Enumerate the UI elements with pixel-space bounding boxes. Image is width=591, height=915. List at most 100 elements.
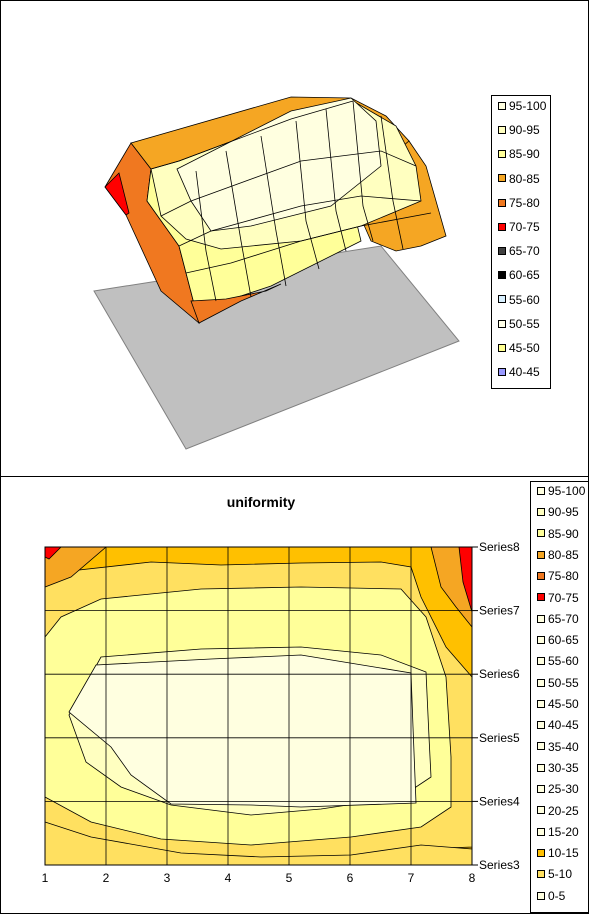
legend-swatch (498, 174, 506, 183)
y-tick-label: Series7 (479, 604, 520, 618)
legend-entry: 5-10 (537, 866, 572, 882)
legend-swatch (537, 486, 545, 495)
x-tick-label: 2 (103, 871, 110, 885)
x-tick-label: 1 (42, 871, 49, 885)
legend-entry: 40-45 (498, 364, 540, 380)
legend-entry: 55-60 (498, 292, 540, 308)
legend-swatch (498, 247, 506, 256)
legend-swatch (537, 657, 545, 666)
legend-label: 60-65 (548, 633, 579, 648)
legend-label: 50-55 (548, 675, 579, 690)
legend-label: 70-75 (509, 220, 540, 234)
legend-entry: 95-100 (498, 98, 546, 114)
contour-fill (44, 546, 473, 866)
legend-label: 80-85 (509, 171, 540, 186)
legend-entry: 65-70 (537, 611, 579, 627)
legend-label: 5-10 (548, 867, 573, 882)
surface-front-lip (190, 283, 282, 324)
legend-entry: 60-65 (498, 267, 540, 283)
legend-entry: 55-60 (537, 653, 579, 669)
legend-entry: 0-5 (537, 888, 565, 904)
legend-label: 75-80 (548, 569, 579, 584)
legend-label: 20-25 (548, 803, 579, 818)
legend-entry: 90-95 (537, 504, 579, 520)
chart-title: uniformity (226, 494, 296, 510)
legend-swatch (498, 198, 506, 207)
legend-swatch (537, 550, 545, 559)
y-tick-label: Series4 (479, 794, 520, 808)
legend-label: 0-5 (548, 888, 566, 903)
legend-label: 95-100 (509, 99, 547, 113)
legend-swatch (537, 614, 545, 623)
legend-label: 60-65 (509, 268, 540, 283)
x-axis-ticks: 1 2 3 4 5 6 7 8 (42, 871, 476, 885)
surface-legend: 95-100 90-95 85-90 80-85 75-80 70-75 65-70 60-6… (491, 95, 551, 389)
legend-label: 55-60 (509, 292, 540, 307)
legend-entry: 85-90 (537, 526, 579, 542)
legend-label: 55-60 (548, 654, 579, 669)
legend-swatch (537, 699, 545, 708)
x-tick-label: 3 (164, 871, 171, 885)
legend-label: 45-50 (548, 697, 579, 711)
legend-entry: 20-25 (537, 803, 579, 819)
y-axis-ticks: Series3 Series4 Series5 Series6 Series7 Serie… (472, 540, 520, 872)
legend-label: 85-90 (509, 147, 540, 162)
legend-swatch (498, 150, 506, 159)
legend-label: 40-45 (548, 718, 579, 733)
legend-entry: 15-20 (537, 824, 579, 840)
legend-entry: 60-65 (537, 632, 579, 648)
legend-entry: 75-80 (498, 195, 540, 211)
legend-entry: 25-30 (537, 781, 579, 797)
surface-chart-panel: 95-100 90-95 85-90 80-85 75-80 70-75 65-70 60-6… (0, 0, 589, 477)
legend-label: 50-55 (509, 316, 540, 331)
legend-label: 10-15 (548, 846, 579, 861)
legend-label: 25-30 (548, 782, 579, 797)
x-tick-label: 4 (225, 871, 232, 885)
plot-area-border (44, 546, 473, 866)
legend-entry: 80-85 (537, 547, 579, 563)
legend-swatch (498, 101, 506, 110)
legend-entry: 45-50 (498, 340, 540, 356)
legend-entry: 50-55 (498, 316, 540, 332)
legend-entry: 65-70 (498, 243, 540, 259)
legend-entry: 70-75 (537, 590, 579, 606)
legend-label: 65-70 (509, 244, 540, 259)
legend-swatch (498, 343, 506, 352)
legend-entry: 85-90 (498, 146, 540, 162)
legend-label: 80-85 (548, 547, 579, 562)
legend-label: 95-100 (548, 484, 586, 498)
legend-swatch (537, 635, 545, 644)
legend-swatch (498, 126, 506, 135)
legend-entry: 70-75 (498, 219, 540, 235)
legend-label: 70-75 (548, 590, 579, 605)
surface-plot (93, 96, 460, 450)
x-tick-label: 5 (286, 871, 293, 885)
legend-entry: 40-45 (537, 717, 579, 733)
legend-swatch (498, 295, 506, 304)
legend-entry: 50-55 (537, 675, 579, 691)
legend-label: 85-90 (548, 526, 579, 541)
surface-left-edge-red (104, 172, 130, 216)
legend-label: 30-35 (548, 760, 579, 775)
legend-label: 40-45 (509, 365, 540, 380)
legend-label: 45-50 (509, 341, 540, 355)
legend-entry: 45-50 (537, 696, 579, 712)
legend-entry: 95-100 (537, 483, 585, 499)
x-tick-label: 6 (347, 871, 354, 885)
legend-entry: 80-85 (498, 171, 540, 187)
legend-label: 75-80 (509, 195, 540, 210)
legend-swatch (537, 848, 545, 857)
contour-core (68, 654, 417, 808)
x-tick-label: 8 (469, 871, 476, 885)
legend-entry: 75-80 (537, 568, 579, 584)
legend-swatch (498, 368, 506, 377)
legend-label: 15-20 (548, 824, 579, 839)
legend-swatch (537, 806, 545, 815)
legend-swatch (537, 827, 545, 836)
surface-body (104, 96, 447, 325)
legend-label: 35-40 (548, 739, 579, 754)
legend-label: 90-95 (509, 123, 540, 138)
legend-entry: 35-40 (537, 739, 579, 755)
